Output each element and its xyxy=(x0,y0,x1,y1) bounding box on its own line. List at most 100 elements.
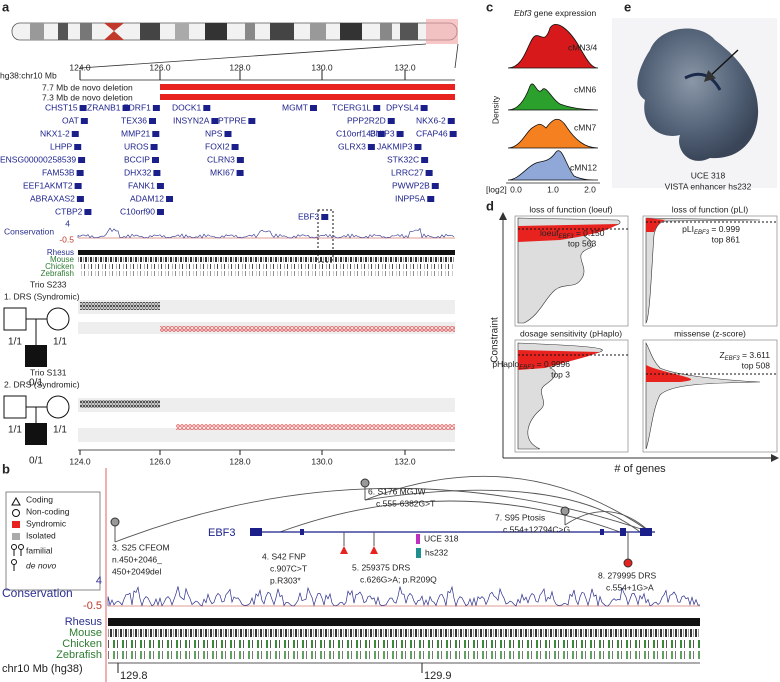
gene-model xyxy=(248,118,256,124)
gene-model xyxy=(156,183,164,189)
deletion-label: 7.7 Mb de novo deletion xyxy=(42,82,133,92)
gene-score: loeufEBF3 = 0.150 xyxy=(540,228,605,240)
variant-detail: p.R303* xyxy=(270,575,301,585)
gene-label: EBF3 xyxy=(298,211,320,221)
gene-label: PPP2R2D xyxy=(347,115,386,125)
metric-gene: EBF3 xyxy=(694,230,710,236)
gene-label: BNIP3 xyxy=(370,128,395,138)
gene-model xyxy=(321,214,329,220)
deletion-label: 7.3 Mb de novo deletion xyxy=(42,92,133,102)
trio-diagnosis: 2. DRS (Syndromic) xyxy=(4,379,80,389)
conservation-track xyxy=(107,585,701,608)
variant-title: 5. 259375 DRS xyxy=(352,562,410,572)
variant-title: 4. S42 FNP xyxy=(262,551,306,561)
metric: loeuf xyxy=(540,228,559,238)
gene-label: NPS xyxy=(205,128,223,138)
gene-model xyxy=(151,157,159,163)
title-text: gene expression xyxy=(534,8,597,18)
gene-label: INSYN2A xyxy=(173,115,210,125)
track-label: Conservation xyxy=(2,586,73,600)
score: = 0.9996 xyxy=(537,359,571,369)
gene-label: LHPP xyxy=(50,141,73,151)
gene-label: MGMT xyxy=(282,102,308,112)
gene-model xyxy=(447,118,455,124)
legend-entry: de novo xyxy=(26,560,57,570)
tick-label: 126.0 xyxy=(149,62,171,72)
panel-b-shapes xyxy=(5,468,700,682)
gene-label: FAM53B xyxy=(42,167,75,177)
variant-detail: n.450+2046_ xyxy=(112,554,162,564)
metric-gene: EBF3 xyxy=(558,234,574,240)
gene-model xyxy=(79,105,87,111)
gene-label: ZRANB1 xyxy=(87,102,121,112)
gene-model xyxy=(152,105,160,111)
axis-label: Density xyxy=(490,95,500,124)
tick-label: 129.8 xyxy=(120,670,148,682)
track-scale: -0.5 xyxy=(83,600,102,612)
panel-label: b xyxy=(2,461,10,476)
constraint-plots xyxy=(499,212,779,462)
track-scale: -0.5 xyxy=(59,234,74,244)
axis-label: chr10 Mb (hg38) xyxy=(2,663,83,675)
group-label: cMN6 xyxy=(574,84,596,94)
gene-label: STK32C xyxy=(387,154,419,164)
legend-entry: Isolated xyxy=(26,530,56,540)
gene-model xyxy=(224,131,232,137)
tick-label: 132.0 xyxy=(394,62,416,72)
species-label: Chicken xyxy=(62,638,102,650)
gene-label: NKX1-2 xyxy=(40,128,70,138)
gene-model xyxy=(449,131,457,137)
title-gene: Ebf3 xyxy=(514,8,532,18)
gene-label: EEF1AKMT2 xyxy=(23,180,73,190)
trio-id: Trio S233 xyxy=(30,279,67,289)
gene-label: CLRN3 xyxy=(207,154,235,164)
metric-gene: EBF3 xyxy=(725,356,741,362)
gene-model xyxy=(74,144,82,150)
species-label: Zebrafish xyxy=(41,269,74,278)
caption: UCE 318 xyxy=(691,170,726,180)
genotype: 1/1 xyxy=(53,425,67,436)
gene-label: ADAM12 xyxy=(130,193,164,203)
subpanel-title: missense (z-score) xyxy=(674,328,746,338)
subpanel-title: loss of function (pLI) xyxy=(672,204,749,214)
gene-label: ABRAXAS2 xyxy=(30,193,75,203)
ideogram xyxy=(11,19,459,276)
gene-label: EBF3 xyxy=(208,527,236,539)
gene-model xyxy=(156,209,164,215)
variant-title: 8. 279995 DRS xyxy=(598,570,656,580)
gene-model xyxy=(84,209,92,215)
genotype: 1/1 xyxy=(53,337,67,348)
gene-label: DHX32 xyxy=(124,167,152,177)
track-label: Conservation xyxy=(4,226,54,236)
group-label: cMN12 xyxy=(570,162,597,172)
tick-label: 130.0 xyxy=(311,62,333,72)
legend-entry: familial xyxy=(26,545,53,555)
gene-model xyxy=(71,131,79,137)
metric: pHaplo xyxy=(492,359,519,369)
gene-label: CTBP2 xyxy=(55,206,83,216)
panel-title: Ebf3 gene expression xyxy=(514,8,597,18)
gene-label: INPP5A xyxy=(395,193,426,203)
element-label: hs232 xyxy=(425,547,448,557)
gene-model xyxy=(427,196,435,202)
variant-detail: c.554+12794C>G xyxy=(503,524,570,534)
panel-label: a xyxy=(2,0,10,14)
gene-label: C10orf143 xyxy=(336,128,376,138)
gene-label: FANK1 xyxy=(128,180,155,190)
legend-entry: Syndromic xyxy=(26,518,67,528)
gene-model xyxy=(211,118,219,124)
gene-label: TEX36 xyxy=(121,115,147,125)
gene-label: MKI67 xyxy=(210,167,235,177)
gene-label: DOCK1 xyxy=(172,102,202,112)
tick-label: 124.0 xyxy=(69,456,91,466)
gene-label: OAT xyxy=(62,115,79,125)
gene-label: BCCIP xyxy=(124,154,150,164)
gene-score: pHaploEBF3 = 0.9996 xyxy=(492,359,570,371)
tick-label: 0.0 xyxy=(510,184,522,194)
variant-detail: 450+2049del xyxy=(112,566,162,576)
panel-label: d xyxy=(486,198,494,213)
species-label: Zebrafish xyxy=(56,649,102,661)
gene-model xyxy=(396,131,404,137)
gene-model xyxy=(421,157,429,163)
